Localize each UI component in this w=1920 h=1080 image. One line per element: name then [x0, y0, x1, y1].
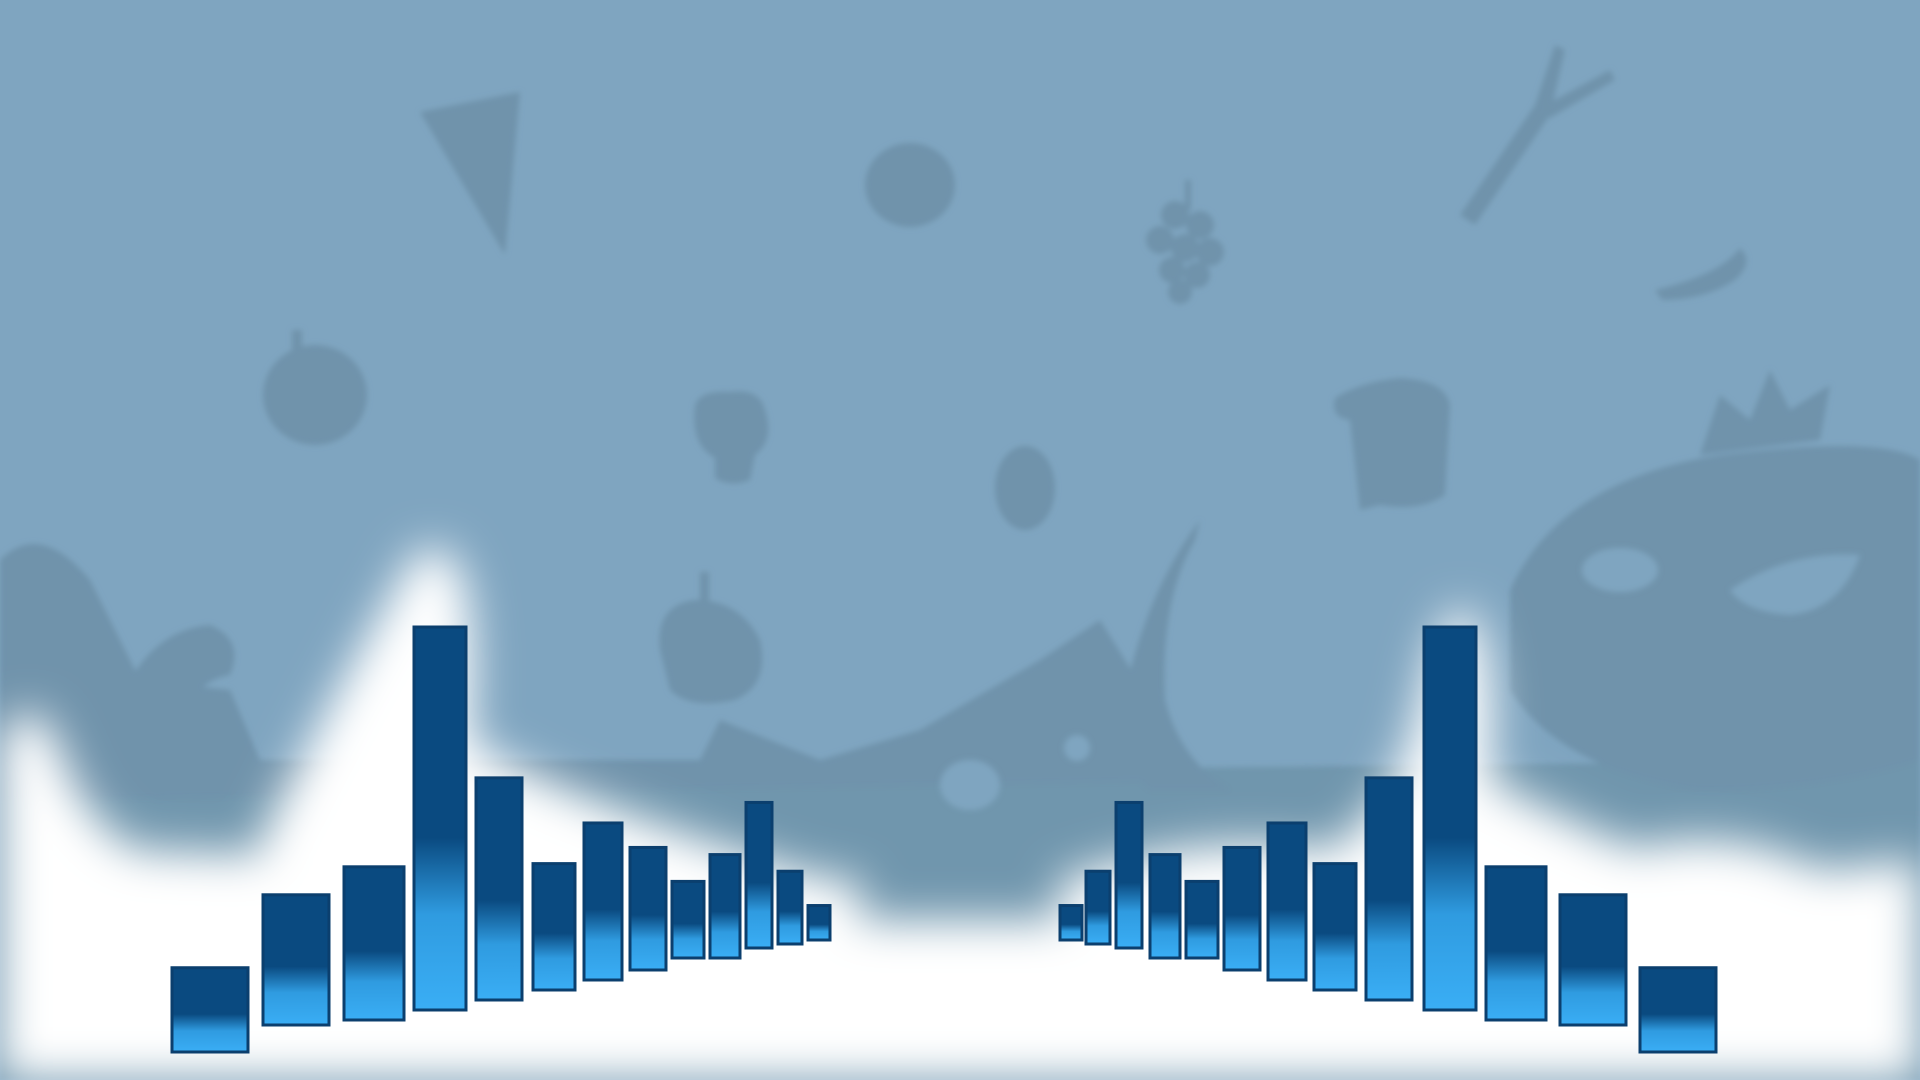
apple-icon	[263, 330, 367, 445]
visualizer-bar-left-2	[261, 893, 331, 1027]
visualizer-bar-right-5	[1184, 879, 1220, 960]
fish-eye-holes	[940, 548, 1860, 810]
visualizer-bar-left-4	[412, 625, 468, 1012]
fish-icon	[1510, 370, 1920, 790]
visualizer-bar-right-10	[1422, 625, 1478, 1012]
visualizer-bar-left-12	[776, 869, 804, 946]
visualizer-bar-left-8	[628, 845, 668, 972]
leek-icon	[1460, 45, 1615, 225]
visualizer-bar-right-7	[1266, 821, 1308, 982]
broccoli-icon	[694, 391, 769, 484]
visualizer-bar-left-9	[670, 879, 706, 960]
visualizer-left-bars	[170, 625, 832, 1054]
visualizer-bar-right-2	[1084, 869, 1112, 946]
bread-icon	[1334, 378, 1450, 510]
visualizer-bar-right-1	[1058, 904, 1084, 942]
chili-pepper-icon	[1655, 248, 1747, 300]
tomato-icon	[865, 143, 955, 227]
visualizer-bar-right-6	[1222, 845, 1262, 972]
visualizer-bar-right-12	[1558, 893, 1628, 1027]
visualizer-bar-right-13	[1638, 966, 1718, 1054]
visualizer-bar-left-3	[342, 865, 406, 1022]
visualizer-bar-left-5	[474, 776, 524, 1002]
visualizer-bar-right-9	[1364, 776, 1414, 1002]
visualizer-bar-right-8	[1312, 862, 1358, 992]
pizza-slice-icon	[420, 92, 520, 255]
visualizer-bar-left-1	[170, 966, 250, 1054]
egg-icon	[995, 446, 1055, 530]
visualizer-right-bars	[1058, 625, 1718, 1054]
visualizer-bar-left-13	[806, 904, 832, 942]
banana-icon	[1119, 520, 1230, 790]
visualizer-bar-left-11	[744, 800, 774, 950]
visualizer-bar-right-3	[1114, 800, 1144, 950]
visualizer-bar-right-4	[1148, 853, 1182, 960]
visualizer-bar-left-7	[582, 821, 624, 982]
visualizer-bar-left-6	[531, 862, 577, 992]
bell-pepper-icon	[659, 572, 763, 704]
visualizer-bar-left-10	[708, 853, 742, 960]
grapes-icon	[1146, 180, 1224, 304]
visualizer-bar-right-11	[1484, 865, 1548, 1022]
cheese-icon	[0, 544, 1200, 800]
